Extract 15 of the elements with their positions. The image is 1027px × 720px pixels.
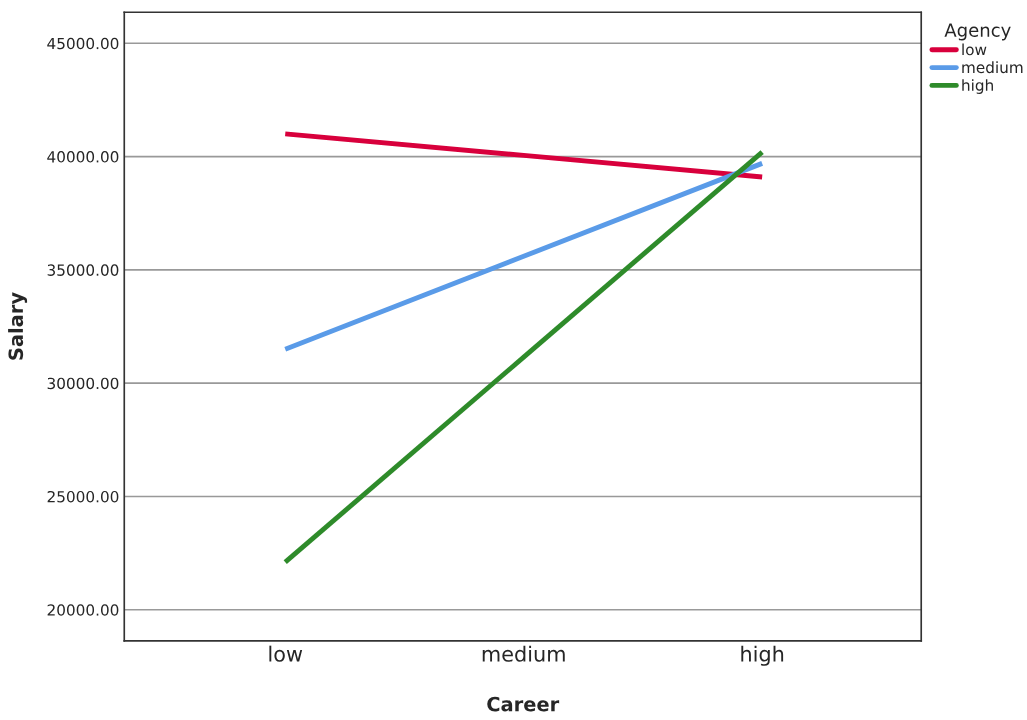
legend-label: medium [962,61,1023,74]
legend-title: Agency [944,23,1011,41]
y-tick-label: 35000.00 [47,264,119,276]
x-axis-title: Career [487,696,560,712]
legend-label: low [962,43,987,56]
legend-label: high [962,79,993,94]
y-axis-title: Salary [8,292,28,360]
y-tick-label: 40000.00 [47,151,119,163]
x-tick-label: medium [482,645,565,662]
y-tick-label: 20000.00 [47,604,119,616]
y-tick-label: 25000.00 [47,490,119,503]
x-tick-label: low [269,645,303,662]
x-tick-label: high [741,645,784,666]
y-tick-label: 30000.00 [47,377,119,390]
y-tick-label: 45000.00 [47,37,119,50]
